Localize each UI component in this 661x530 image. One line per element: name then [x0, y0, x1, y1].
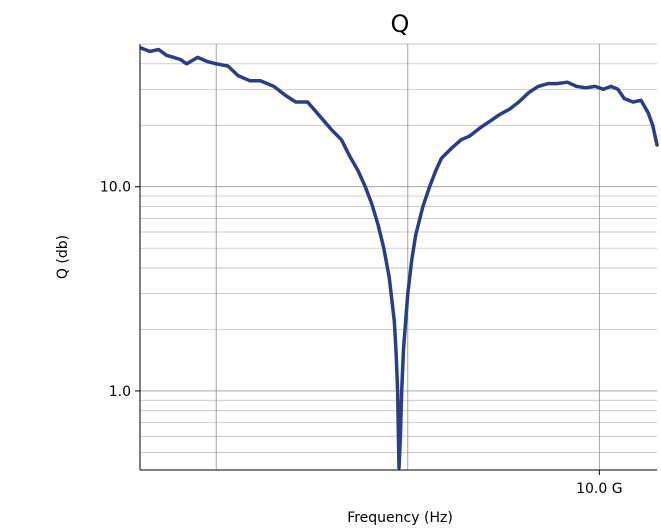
y-tick-label: 1.0	[109, 384, 131, 400]
axes	[139, 44, 657, 471]
x-axis-label: Frequency (Hz)	[347, 510, 453, 526]
series-layer	[140, 45, 659, 470]
y-axis-label: Q (db)	[55, 235, 71, 279]
chart-title: Q	[391, 10, 410, 38]
series-line-0	[140, 45, 659, 470]
y-tick-label: 10.0	[100, 180, 131, 196]
tick-labels: 1.0 10.0 10.0 G	[100, 180, 623, 497]
x-tick-label: 10.0 G	[576, 481, 622, 497]
